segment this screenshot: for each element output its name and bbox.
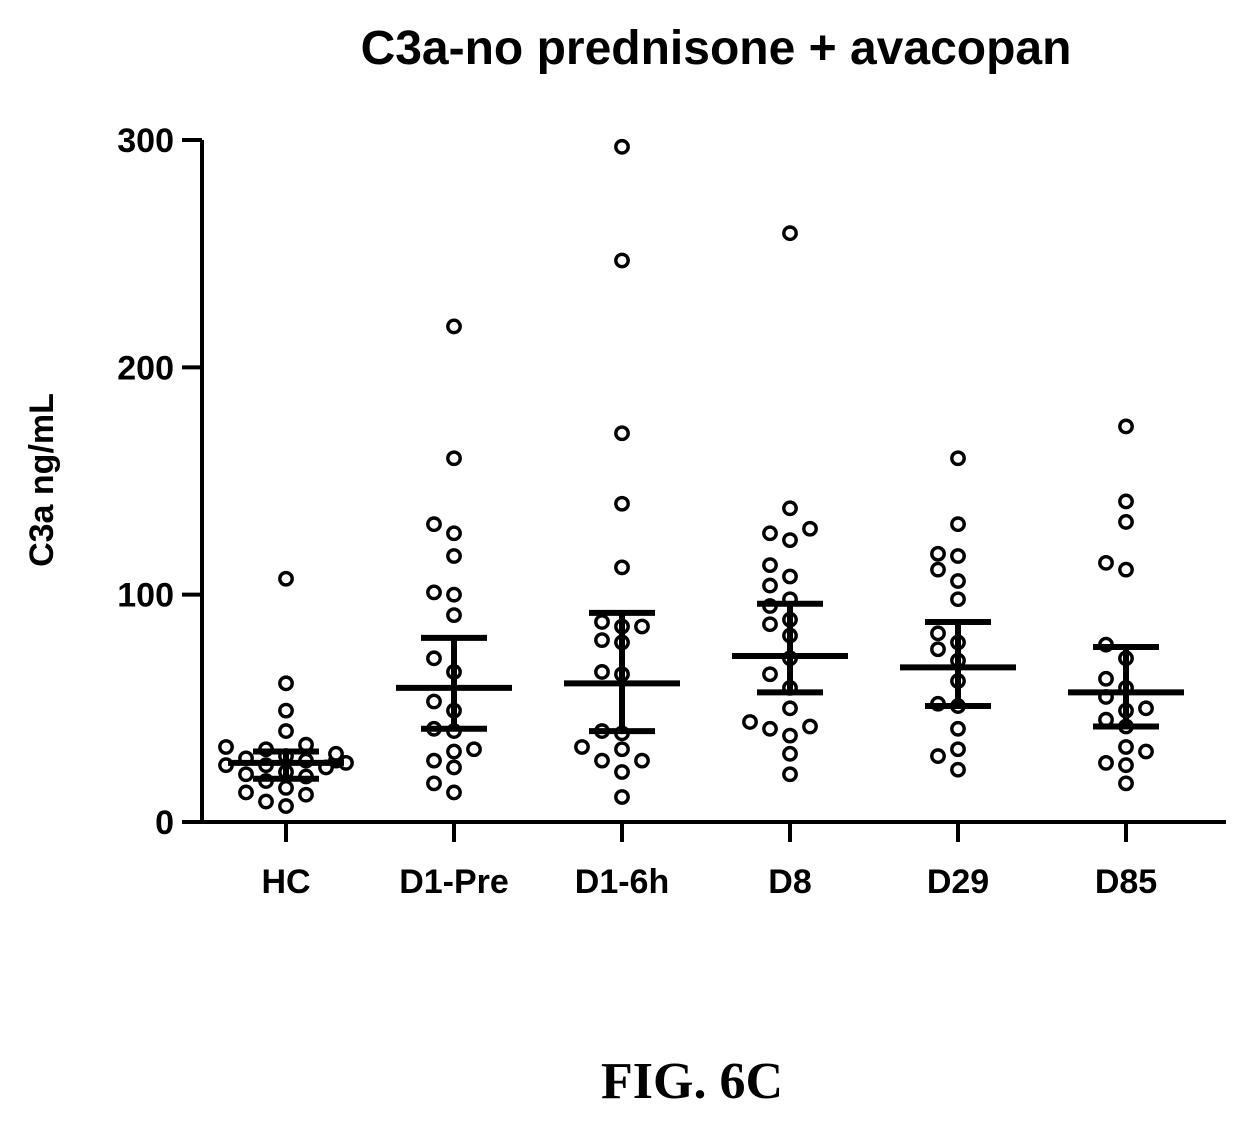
data-point [1098,754,1114,771]
data-point [614,741,630,758]
data-point [782,225,798,242]
data-point [426,693,442,710]
data-point [802,718,818,735]
data-point [426,650,442,667]
data-point [426,775,442,792]
data-point [426,584,442,601]
data-point [446,759,462,776]
y-tick-label: 0 [155,804,174,842]
data-point [446,784,462,801]
data-point [278,780,294,796]
data-point [446,450,462,467]
data-point [238,784,254,801]
data-point [762,557,778,574]
data-point [594,664,610,680]
data-point [782,745,798,762]
figure-label: FIG. 6C [601,1053,783,1110]
x-tick-label: D29 [927,863,989,901]
y-tick-label: 200 [117,349,174,387]
data-point [802,520,818,537]
data-point [1138,743,1154,760]
data-point [278,570,294,587]
data-point [950,516,966,533]
data-point [762,616,778,633]
data-point [930,641,946,658]
y-tick-label: 100 [117,577,174,615]
data-point [762,525,778,542]
data-point [446,607,462,624]
data-point [426,516,442,533]
data-point [634,618,650,635]
data-point [278,723,294,739]
data-point [782,727,798,744]
data-point [594,752,610,769]
data-point [614,764,630,780]
data-point [298,786,314,803]
data-point [782,700,798,717]
data-point [594,632,610,649]
data-point [782,766,798,783]
y-axis-label: C3a ng/mL [23,393,61,567]
data-point [762,720,778,737]
x-tick-label: HC [261,863,310,901]
data-point [1118,418,1134,435]
data-point [1098,554,1114,571]
data-point [1118,739,1134,755]
data-point [594,614,610,630]
data-point [426,752,442,769]
x-tick-label: D1-6h [575,863,669,901]
data-point [930,545,946,562]
chart-title: C3a-no prednisone + avacopan [361,22,1072,75]
data-point [446,318,462,335]
y-tick-label: 300 [117,122,174,160]
data-point [950,761,966,778]
data-point [1118,775,1134,792]
data-point [614,425,630,442]
data-point [950,591,966,608]
x-tick-label: D85 [1095,863,1157,901]
data-point [1118,514,1134,530]
data-point [614,789,630,805]
data-point [782,532,798,549]
data-point [782,568,798,585]
x-tick-label: D8 [768,863,811,901]
data-point [950,548,966,564]
data-point [950,573,966,589]
data-point [614,495,630,512]
data-point [634,752,650,769]
data-point [258,793,274,810]
data-point [950,720,966,737]
data-point [278,798,294,814]
data-point [446,743,462,760]
data-point [782,500,798,517]
data-point [762,577,778,594]
data-point [1138,700,1154,717]
data-point [1118,493,1134,510]
data-point [762,666,778,683]
data-point [950,741,966,758]
data-point [278,675,294,692]
data-point [446,548,462,564]
data-point [446,525,462,542]
data-point [446,586,462,603]
data-point [218,739,234,755]
data-point [742,714,758,730]
data-point [950,450,966,467]
data-point [930,561,946,578]
data-point [238,766,254,783]
data-point [614,252,630,269]
data-point [614,138,630,155]
data-point [574,739,590,755]
data-point [1118,757,1134,774]
data-point [930,748,946,764]
data-point [930,625,946,642]
x-tick-label: D1-Pre [399,863,509,901]
data-point [466,741,482,758]
data-point [614,559,630,576]
data-point [1118,561,1134,578]
data-point [328,745,344,762]
data-point [1098,670,1114,687]
data-point [278,702,294,719]
